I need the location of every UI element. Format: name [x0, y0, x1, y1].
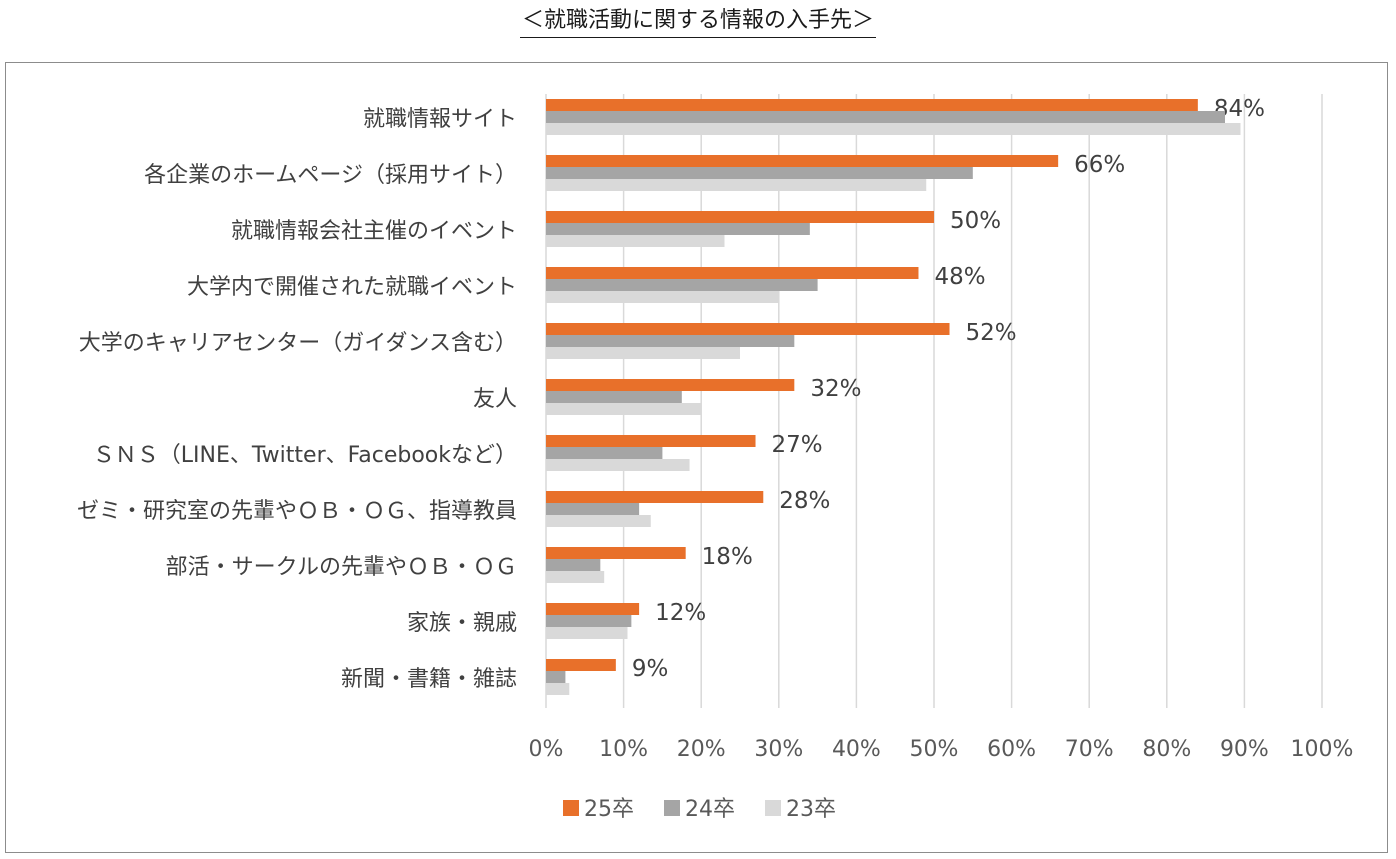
bar-25卒: [546, 435, 756, 447]
bar-24卒: [546, 503, 640, 515]
bar-25卒: [546, 267, 919, 279]
bar-24卒: [546, 111, 1225, 123]
page-title-text: ＜就職活動に関する情報の入手先＞: [519, 6, 876, 38]
bar-24卒: [546, 391, 682, 403]
bar-23卒: [546, 683, 570, 695]
bar-25卒: [546, 155, 1059, 167]
bar-23卒: [546, 515, 651, 527]
category-label: 就職情報会社主催のイベント: [231, 219, 517, 244]
category-label: 家族・親戚: [407, 611, 517, 636]
bar-24卒: [546, 447, 663, 459]
x-tick-label: 10%: [599, 737, 648, 762]
category-label: 部活・サークルの先輩やＯＢ・ＯＧ: [166, 555, 517, 580]
legend-label: 25卒: [584, 797, 634, 822]
data-label: 9%: [632, 656, 669, 682]
bar-23卒: [546, 347, 740, 359]
bar-25卒: [546, 547, 686, 559]
chart-frame: [5, 62, 1388, 853]
bar-23卒: [546, 291, 779, 303]
bar-23卒: [546, 179, 927, 191]
data-label: 48%: [934, 264, 985, 290]
category-label: 大学のキャリアセンター（ガイダンス含む）: [79, 331, 517, 356]
bar-25卒: [546, 659, 616, 671]
x-tick-label: 0%: [529, 737, 564, 762]
bar-23卒: [546, 571, 605, 583]
data-label: 52%: [966, 320, 1017, 346]
category-label: ＳＮＳ（LINE、Twitter、Facebookなど）: [93, 443, 517, 468]
x-tick-label: 40%: [832, 737, 881, 762]
category-label: 各企業のホームページ（採用サイト）: [144, 163, 517, 188]
bar-24卒: [546, 167, 973, 179]
x-tick-label: 30%: [754, 737, 803, 762]
bar-25卒: [546, 99, 1198, 111]
legend-label: 24卒: [685, 797, 735, 822]
data-label: 28%: [779, 488, 830, 514]
x-tick-label: 100%: [1291, 737, 1354, 762]
legend-swatch: [765, 800, 781, 816]
bar-24卒: [546, 223, 810, 235]
data-label: 50%: [950, 208, 1001, 234]
x-tick-label: 70%: [1065, 737, 1114, 762]
category-label: 友人: [473, 387, 517, 412]
bar-25卒: [546, 379, 795, 391]
bar-24卒: [546, 615, 632, 627]
bar-24卒: [546, 335, 795, 347]
page-title: ＜就職活動に関する情報の入手先＞: [0, 6, 1396, 38]
bar-23卒: [546, 403, 702, 415]
category-label: ゼミ・研究室の先輩やＯＢ・ＯＧ、指導教員: [77, 499, 517, 524]
bar-23卒: [546, 235, 725, 247]
data-label: 32%: [810, 376, 861, 402]
x-tick-label: 60%: [987, 737, 1036, 762]
x-tick-label: 50%: [910, 737, 959, 762]
legend-label: 23卒: [786, 797, 836, 822]
data-label: 18%: [702, 544, 753, 570]
bar-25卒: [546, 491, 764, 503]
x-tick-label: 80%: [1142, 737, 1191, 762]
bar-23卒: [546, 627, 628, 639]
bar-23卒: [546, 123, 1241, 135]
bar-23卒: [546, 459, 690, 471]
data-label: 66%: [1074, 152, 1125, 178]
x-tick-label: 90%: [1220, 737, 1269, 762]
bar-24卒: [546, 279, 818, 291]
category-label: 大学内で開催された就職イベント: [187, 275, 517, 300]
bar-25卒: [546, 323, 950, 335]
bar-24卒: [546, 559, 601, 571]
bar-25卒: [546, 211, 934, 223]
legend-swatch: [563, 800, 579, 816]
category-label: 就職情報サイト: [363, 107, 517, 132]
data-label: 27%: [772, 432, 823, 458]
bar-24卒: [546, 671, 566, 683]
category-label: 新聞・書籍・雑誌: [341, 667, 517, 692]
legend-swatch: [664, 800, 680, 816]
data-label: 12%: [655, 600, 706, 626]
bar-25卒: [546, 603, 640, 615]
x-tick-label: 20%: [677, 737, 726, 762]
